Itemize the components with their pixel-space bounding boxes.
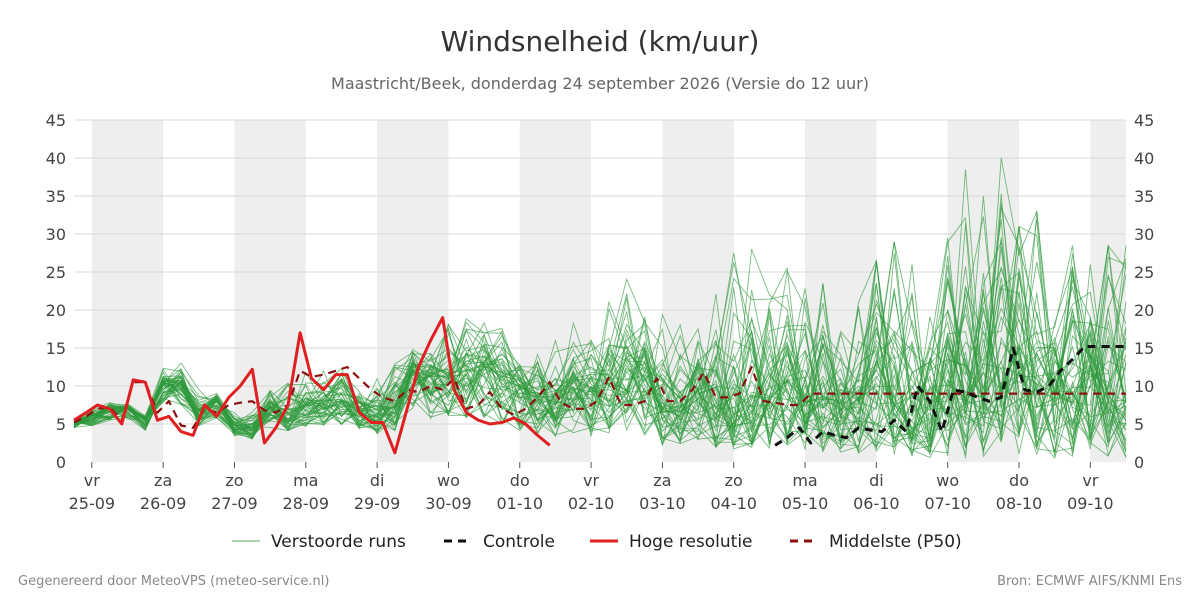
x-tick-date: 28-09 (283, 494, 330, 513)
chart-title: Windsnelheid (km/uur) (441, 25, 760, 58)
x-tick-date: 29-09 (354, 494, 401, 513)
x-tick-weekday: ma (293, 471, 318, 490)
y-tick-label-right: 45 (1134, 111, 1154, 130)
ensemble-member-line (73, 285, 1127, 454)
x-tick-weekday: za (653, 471, 671, 490)
x-tick-date: 08-10 (996, 494, 1043, 513)
x-tick-date: 04-10 (710, 494, 757, 513)
y-tick-label-right: 10 (1134, 377, 1154, 396)
x-tick-date: 05-10 (782, 494, 829, 513)
x-tick-weekday: ma (792, 471, 817, 490)
series-line-middelste-p50- (73, 365, 1126, 429)
x-tick-date: 27-09 (211, 494, 258, 513)
x-tick-weekday: zo (725, 471, 743, 490)
y-tick-label-right: 15 (1134, 339, 1154, 358)
legend-label: Middelste (P50) (829, 532, 962, 552)
ensemble-member-line (73, 331, 1127, 444)
y-tick-label-right: 25 (1134, 263, 1154, 282)
x-tick-weekday: vr (583, 471, 599, 490)
legend: Verstoorde runs Controle Hoge resolutie Mid… (232, 532, 962, 552)
y-tick-label-left: 10 (46, 377, 66, 396)
x-tick-weekday: zo (225, 471, 243, 490)
x-axis: vr 25-09 za 26-09 zo 27-09 ma 28-09 di 29-09 wo 30-… (69, 462, 1114, 513)
ensemble-member-line (73, 256, 1127, 448)
x-tick-weekday: wo (936, 471, 959, 490)
chart-subtitle: Maastricht/Beek, donderdag 24 september … (331, 74, 869, 93)
y-tick-label-right: 40 (1134, 149, 1154, 168)
x-tick-date: 03-10 (639, 494, 686, 513)
series-line-controle (774, 345, 1126, 447)
x-tick-date: 07-10 (924, 494, 971, 513)
x-tick-weekday: do (510, 471, 530, 490)
y-tick-label-right: 0 (1134, 453, 1144, 472)
y-tick-label-left: 35 (46, 187, 66, 206)
x-tick-weekday: di (370, 471, 385, 490)
series-lines (73, 316, 1126, 455)
y-tick-label-left: 25 (46, 263, 66, 282)
x-tick-weekday: vr (1082, 471, 1098, 490)
legend-label: Hoge resolutie (629, 532, 753, 552)
y-tick-label-right: 20 (1134, 301, 1154, 320)
ensemble-member-line (73, 277, 1127, 452)
y-tick-label-left: 40 (46, 149, 66, 168)
series-line-hoge-resolutie (73, 316, 551, 455)
legend-label: Controle (483, 532, 555, 552)
y-tick-label-left: 15 (46, 339, 66, 358)
y-tick-label-right: 5 (1134, 415, 1144, 434)
footer-right: Bron: ECMWF AIFS/KNMI Ens (997, 574, 1182, 589)
y-tick-label-right: 30 (1134, 225, 1154, 244)
footer-left: Gegenereerd door MeteoVPS (meteo-service… (18, 574, 329, 589)
x-tick-date: 01-10 (497, 494, 544, 513)
ensemble-member-line (73, 240, 1127, 459)
x-tick-date: 30-09 (425, 494, 472, 513)
ensemble-member-line (73, 331, 1127, 458)
x-tick-weekday: wo (437, 471, 460, 490)
y-axis-left: 0 5 10 15 20 25 30 35 40 45 (46, 111, 66, 472)
x-tick-date: 09-10 (1067, 494, 1114, 513)
y-tick-label-left: 20 (46, 301, 66, 320)
y-tick-label-right: 35 (1134, 187, 1154, 206)
x-tick-weekday: vr (84, 471, 100, 490)
y-tick-label-left: 5 (56, 415, 66, 434)
x-tick-weekday: di (869, 471, 884, 490)
legend-label: Verstoorde runs (271, 532, 406, 552)
ensemble-lines (73, 157, 1127, 459)
x-tick-date: 06-10 (853, 494, 900, 513)
x-tick-date: 02-10 (568, 494, 615, 513)
x-tick-weekday: za (154, 471, 172, 490)
y-tick-label-left: 0 (56, 453, 66, 472)
y-tick-label-left: 30 (46, 225, 66, 244)
y-tick-label-left: 45 (46, 111, 66, 130)
ensemble-member-line (73, 261, 1127, 445)
x-tick-date: 26-09 (140, 494, 187, 513)
ensemble-member-line (73, 206, 1127, 445)
x-tick-weekday: do (1009, 471, 1029, 490)
y-axis-right: 0 5 10 15 20 25 30 35 40 45 (1134, 111, 1154, 472)
x-tick-date: 25-09 (69, 494, 116, 513)
